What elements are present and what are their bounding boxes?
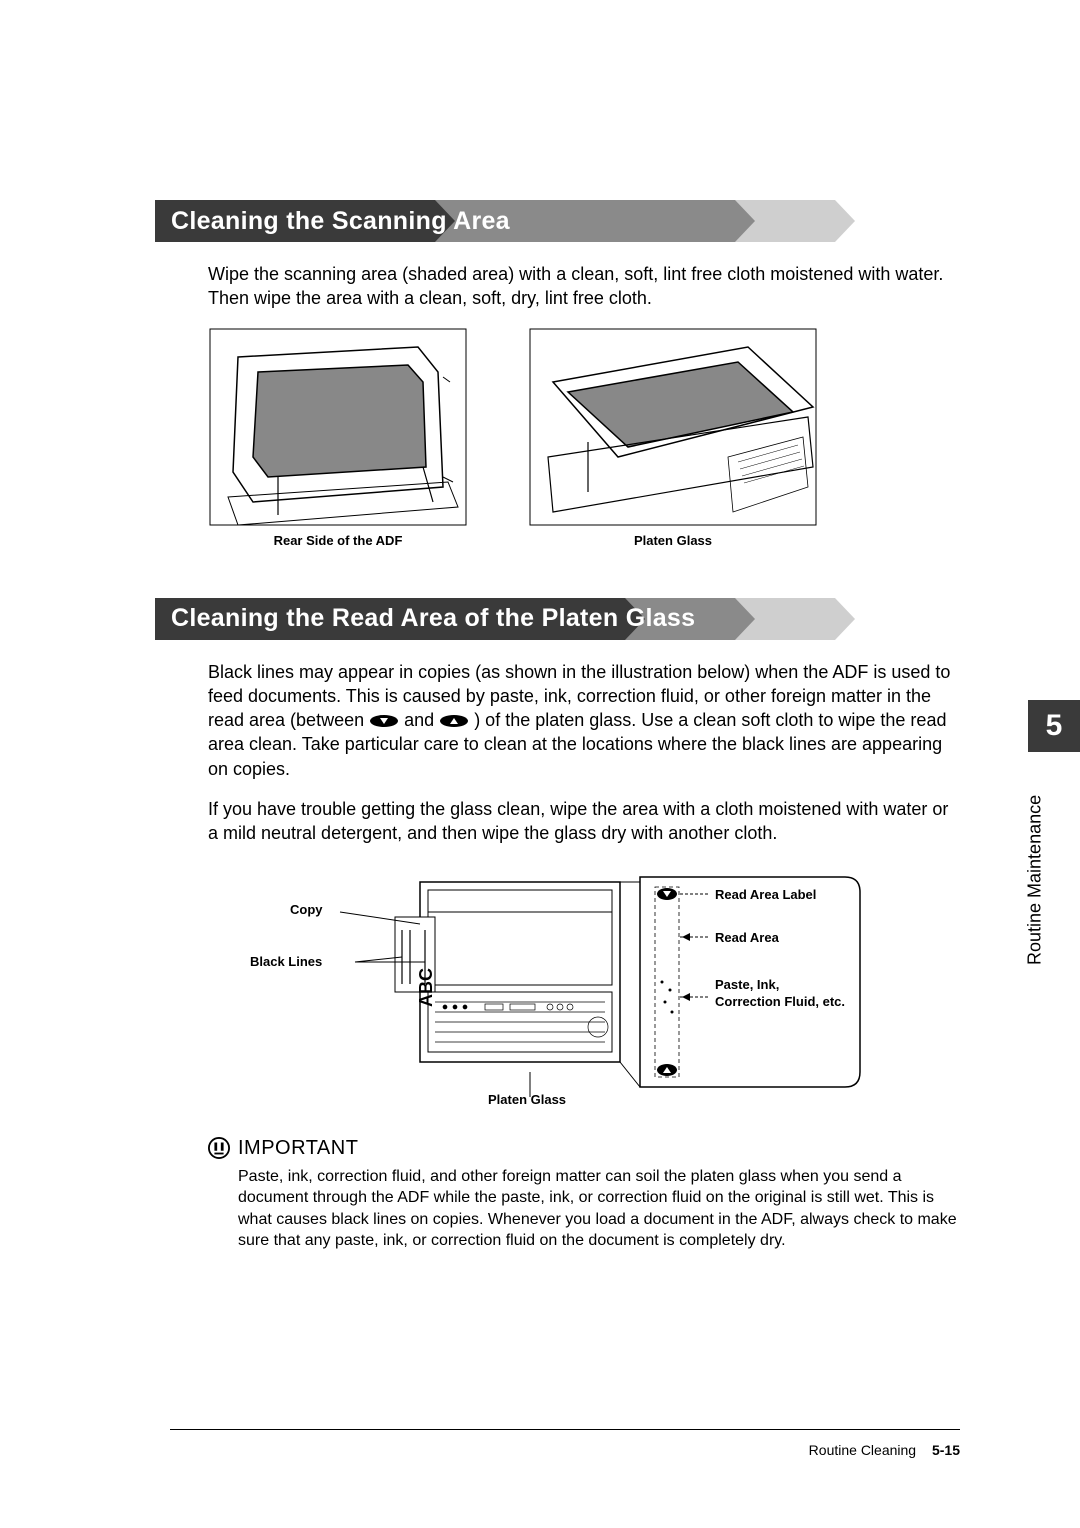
section2-body1: Black lines may appear in copies (as sho… xyxy=(208,660,960,781)
important-label: IMPORTANT xyxy=(238,1137,358,1160)
platen-illustration xyxy=(528,327,818,527)
label-paste: Paste, Ink, Correction Fluid, etc. xyxy=(715,977,845,1011)
footer-page: 5-15 xyxy=(932,1442,960,1458)
label-copy: Copy xyxy=(290,902,323,917)
label-black-lines: Black Lines xyxy=(250,954,322,969)
section2-header: Cleaning the Read Area of the Platen Gla… xyxy=(155,598,960,640)
label-platen-glass: Platen Glass xyxy=(488,1092,566,1107)
section1-header: Cleaning the Scanning Area xyxy=(155,200,960,242)
label-abc: ABC xyxy=(416,968,437,1007)
section2-body2: If you have trouble getting the glass cl… xyxy=(208,797,960,846)
adf-illustration xyxy=(208,327,468,527)
manual-page: Cleaning the Scanning Area Wipe the scan… xyxy=(0,0,1080,1528)
fig1-caption: Rear Side of the ADF xyxy=(208,533,468,548)
footer-section: Routine Cleaning xyxy=(809,1442,916,1458)
figure-row-1: Rear Side of the ADF Platen Glass xyxy=(208,327,960,548)
page-footer: Routine Cleaning 5-15 xyxy=(170,1429,960,1458)
fig2-caption: Platen Glass xyxy=(528,533,818,548)
figure-adf: Rear Side of the ADF xyxy=(208,327,468,548)
section2-title: Cleaning the Read Area of the Platen Gla… xyxy=(171,604,695,633)
chapter-tab: 5 xyxy=(1028,700,1080,752)
chapter-number: 5 xyxy=(1046,709,1063,743)
section1-body: Wipe the scanning area (shaded area) wit… xyxy=(208,262,960,311)
important-header: IMPORTANT xyxy=(208,1137,960,1160)
important-text: Paste, ink, correction fluid, and other … xyxy=(238,1166,960,1252)
figure-platen: Platen Glass xyxy=(528,327,818,548)
arrow-up-icon xyxy=(439,714,469,728)
chapter-side-label: Routine Maintenance xyxy=(1020,770,1050,990)
important-icon xyxy=(208,1137,230,1159)
label-read-area-label: Read Area Label xyxy=(715,887,816,902)
label-read-area: Read Area xyxy=(715,930,779,945)
arrow-down-icon xyxy=(369,714,399,728)
body1b: and xyxy=(404,710,439,730)
section1-title: Cleaning the Scanning Area xyxy=(171,207,510,236)
diagram: Copy Black Lines ABC Platen Glass Read A… xyxy=(250,862,960,1122)
